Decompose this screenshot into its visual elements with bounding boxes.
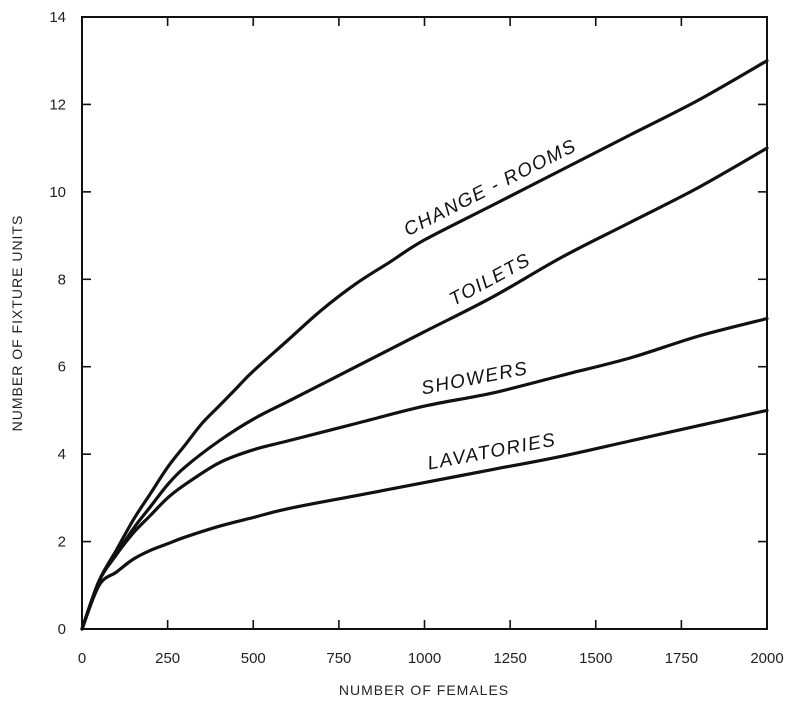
x-tick-label: 2000 xyxy=(750,650,783,667)
x-tick-label: 1000 xyxy=(408,650,441,667)
series-label: LAVATORIES xyxy=(426,429,558,474)
y-tick-label: 14 xyxy=(49,9,66,26)
y-tick-label: 10 xyxy=(49,184,66,201)
y-tick-label: 12 xyxy=(49,96,66,113)
x-tick-label: 250 xyxy=(155,650,180,667)
x-tick-label: 1750 xyxy=(665,650,698,667)
series-line-change-rooms xyxy=(80,59,769,631)
x-tick-label: 500 xyxy=(241,650,266,667)
x-axis-title: NUMBER OF FEMALES xyxy=(339,682,509,698)
series-lines xyxy=(80,59,769,631)
y-tick-label: 4 xyxy=(58,446,66,463)
axis-tick-labels: 0 250 500 750 1000 1250 1500 1750 2000 0 2 4 6 8 10 12 1… xyxy=(49,9,783,667)
x-tick-label: 0 xyxy=(78,650,86,667)
x-tick-label: 1250 xyxy=(493,650,526,667)
x-tick-label: 1500 xyxy=(579,650,612,667)
x-tick-label: 750 xyxy=(326,650,351,667)
series-line-showers xyxy=(80,317,769,631)
y-tick-label: 2 xyxy=(58,534,66,551)
plot-frame xyxy=(81,16,768,630)
y-axis-title: NUMBER OF FIXTURE UNITS xyxy=(9,215,25,432)
series-label: CHANGE - ROOMS xyxy=(401,135,581,240)
y-tick-label: 6 xyxy=(58,359,66,376)
series-line-lavatories xyxy=(80,408,769,631)
series-line-toilets xyxy=(80,146,769,631)
y-tick-label: 8 xyxy=(58,271,66,288)
series-label: SHOWERS xyxy=(419,358,530,400)
y-tick-label: 0 xyxy=(58,621,66,638)
